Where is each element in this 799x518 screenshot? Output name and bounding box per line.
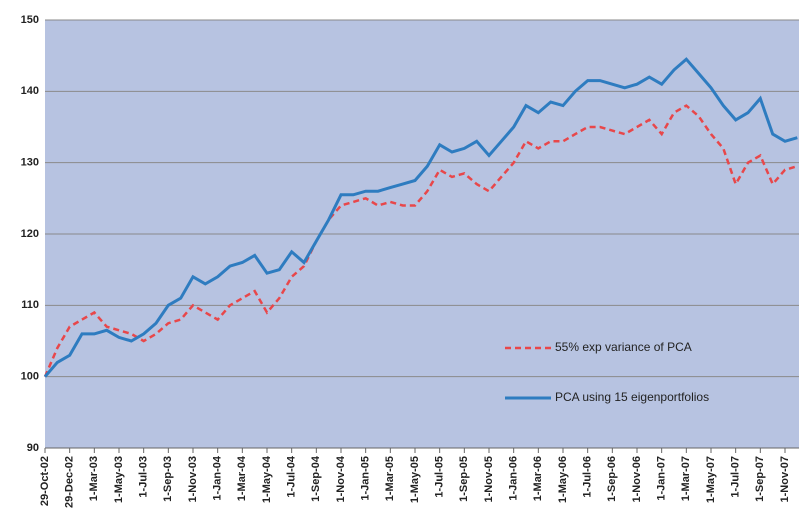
x-tick-label: 1-Mar-07 (680, 456, 692, 501)
series-line (43, 57, 798, 378)
x-tick-label: 1-Sep-03 (162, 456, 174, 502)
x-tick-label: 29-Oct-02 (39, 456, 51, 506)
x-tick-label: 1-Nov-03 (187, 456, 199, 502)
x-tick-label: 1-Nov-06 (631, 456, 643, 502)
x-tick-label: 1-Mar-05 (384, 456, 396, 501)
y-tick-label: 120 (21, 228, 39, 240)
x-tick-label: 1-May-05 (409, 456, 421, 503)
x-tick-label: 1-Mar-04 (236, 455, 248, 501)
x-tick-label: 1-Jan-04 (212, 455, 224, 501)
x-tick-label: 1-Sep-07 (754, 456, 766, 502)
x-tick-label: 1-Jul-04 (286, 455, 298, 497)
x-tick-label: 29-Dec-02 (64, 456, 76, 508)
y-tick-label: 110 (21, 299, 39, 311)
x-tick-label: 1-May-03 (113, 456, 125, 503)
x-tick-label: 1-Jul-06 (582, 456, 594, 498)
x-tick-label: 1-Mar-06 (532, 456, 544, 501)
x-tick-label: 1-Mar-03 (88, 456, 100, 501)
x-tick-label: 1-Nov-04 (335, 455, 347, 502)
x-tick-label: 1-May-06 (557, 456, 569, 503)
x-tick-label: 1-Nov-05 (483, 456, 495, 502)
x-tick-label: 1-Jul-03 (138, 456, 150, 498)
x-tick-label: 1-Nov-07 (779, 456, 791, 502)
legend-label: PCA using 15 eigenportfolios (555, 390, 709, 404)
x-tick-label: 1-Jan-05 (360, 456, 372, 501)
x-tick-label: 1-Jan-06 (508, 456, 520, 501)
x-tick-label: 1-May-07 (705, 456, 717, 503)
x-tick-label: 1-May-04 (261, 455, 273, 503)
series-line (43, 104, 798, 378)
x-tick-label: 1-Jan-07 (656, 456, 668, 501)
y-tick-label: 140 (21, 85, 39, 97)
x-tick-label: 1-Jul-07 (730, 456, 742, 498)
x-tick-label: 1-Sep-06 (606, 456, 618, 502)
x-tick-label: 1-Sep-05 (458, 456, 470, 502)
legend-label: 55% exp variance of PCA (555, 340, 692, 354)
y-tick-label: 150 (21, 14, 39, 26)
y-tick-label: 100 (21, 371, 39, 383)
y-tick-label: 130 (21, 157, 39, 169)
y-tick-label: 90 (27, 442, 39, 454)
x-tick-label: 1-Sep-04 (310, 455, 322, 502)
x-tick-label: 1-Jul-05 (434, 456, 446, 498)
